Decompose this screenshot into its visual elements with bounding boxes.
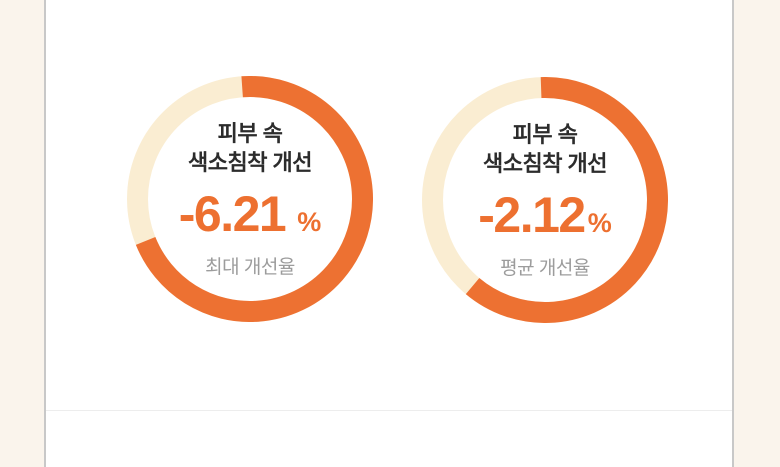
- donut-label: 피부 속 색소침착 개선 -2.12 % 평균 개선율: [422, 77, 668, 323]
- donut-title-line1: 피부 속: [512, 122, 578, 147]
- donut-value-unit: %: [297, 207, 322, 237]
- donut-title-line2: 색소침착 개선: [187, 150, 313, 175]
- donut-chart-avg-improvement: 피부 속 색소침착 개선 -2.12 % 평균 개선율: [422, 77, 668, 323]
- donut-value-row: -2.12 %: [478, 190, 611, 240]
- donut-title-line1: 피부 속: [217, 121, 283, 146]
- donut-caption: 평균 개선율: [500, 258, 590, 279]
- donut-value: -2.12: [478, 187, 586, 243]
- donut-value: -6.21: [178, 186, 287, 242]
- donut-caption: 최대 개선율: [205, 257, 295, 278]
- donut-value-row: -6.21 %: [179, 189, 321, 239]
- donut-label: 피부 속 색소침착 개선 -6.21 % 최대 개선율: [127, 76, 373, 322]
- donut-ring: [422, 77, 668, 323]
- donut-title: 피부 속 색소침착 개선: [187, 119, 313, 177]
- donut-title: 피부 속 색소침착 개선: [482, 120, 608, 178]
- donut-title-line2: 색소침착 개선: [482, 151, 608, 176]
- donut-ring: [127, 76, 373, 322]
- content-card: 피부 속 색소침착 개선 -6.21 % 최대 개선율 피부 속 색소침착 개선…: [44, 0, 734, 467]
- donut-value-unit: %: [587, 208, 612, 238]
- donut-chart-max-improvement: 피부 속 색소침착 개선 -6.21 % 최대 개선율: [127, 76, 373, 322]
- section-divider: [46, 410, 732, 411]
